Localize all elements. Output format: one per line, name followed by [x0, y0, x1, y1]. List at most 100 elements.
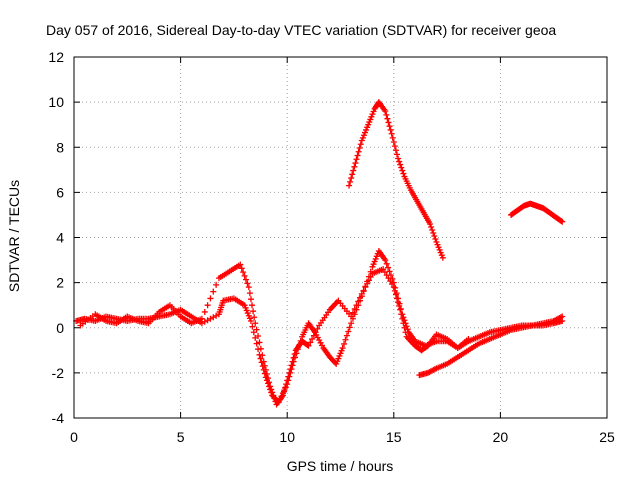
y-tick-label: 4 [56, 230, 64, 246]
data-point [241, 272, 248, 279]
data-point [240, 269, 247, 276]
data-point [262, 366, 269, 373]
data-point [305, 342, 312, 349]
data-point [399, 315, 406, 322]
x-tick-label: 10 [279, 429, 295, 445]
data-point [391, 143, 398, 150]
data-point [431, 232, 438, 239]
x-tick-label: 0 [70, 429, 78, 445]
data-point [307, 339, 314, 346]
data-point [387, 126, 394, 133]
data-point [238, 265, 245, 272]
data-point [398, 164, 405, 171]
data-point [245, 284, 252, 291]
chart-title: Day 057 of 2016, Sidereal Day-to-day VTE… [46, 22, 556, 38]
data-point [383, 111, 390, 118]
data-point [357, 294, 364, 301]
data-point [396, 302, 403, 309]
data-point [312, 329, 319, 336]
data-point [244, 280, 251, 287]
data-point [439, 254, 446, 261]
data-point [397, 161, 404, 168]
data-point [247, 296, 254, 303]
data-point [387, 278, 394, 285]
data-point [256, 339, 263, 346]
data-point [399, 167, 406, 174]
y-tick-label: -2 [52, 365, 65, 381]
data-point [261, 362, 268, 369]
data-point [348, 313, 355, 320]
data-point [270, 392, 277, 399]
data-point [353, 302, 360, 309]
data-point [249, 302, 256, 309]
axis-ticks: 0 5 10 15 20 25 -4 -2 0 2 4 6 8 10 12 [48, 49, 615, 445]
data-point [393, 295, 400, 302]
data-point [204, 302, 211, 309]
data-point [271, 395, 278, 402]
data-point [310, 332, 317, 339]
x-tick-label: 5 [177, 429, 185, 445]
data-point [384, 115, 391, 122]
data-point [251, 314, 258, 321]
data-point [389, 134, 396, 141]
data-point [358, 290, 365, 297]
data-point [253, 340, 260, 347]
data-point [389, 281, 396, 288]
data-point [362, 284, 369, 291]
data-point [390, 284, 397, 291]
data-point [400, 170, 407, 177]
data-series-3 [346, 99, 446, 261]
data-point [365, 277, 372, 284]
data-point [282, 384, 289, 391]
y-tick-label: 0 [56, 320, 64, 336]
data-point [353, 156, 360, 163]
data-point [402, 329, 409, 336]
data-point [382, 108, 389, 115]
data-point [393, 151, 400, 158]
data-point [281, 388, 288, 395]
data-point [395, 155, 402, 162]
data-point [391, 287, 398, 294]
data-point [257, 355, 264, 362]
data-point [346, 324, 353, 331]
data-point [253, 326, 260, 333]
data-point [198, 315, 205, 322]
y-tick-label: 12 [48, 49, 64, 65]
data-point [559, 313, 566, 320]
data-point [429, 226, 436, 233]
data-point [207, 295, 214, 302]
data-point [558, 217, 565, 224]
data-point [237, 261, 244, 268]
plot-frame [73, 56, 608, 419]
data-point [269, 389, 276, 396]
data-point [398, 311, 405, 318]
y-tick-label: 10 [48, 94, 64, 110]
data-point [349, 309, 356, 316]
data-point [360, 287, 367, 294]
data-marks [73, 99, 566, 408]
y-tick-label: 8 [56, 139, 64, 155]
data-point [287, 366, 294, 373]
data-point [432, 236, 439, 243]
data-point [382, 257, 389, 264]
data-point [250, 308, 257, 315]
data-point [265, 375, 272, 382]
data-point [290, 354, 297, 361]
data-point [357, 141, 364, 148]
data-point [350, 167, 357, 174]
data-point [213, 281, 220, 288]
data-point [430, 229, 437, 236]
y-axis-label: SDTVAR / TECUs [6, 180, 22, 292]
data-point [364, 280, 371, 287]
data-point [341, 340, 348, 347]
data-point [392, 147, 399, 154]
data-point [396, 158, 403, 165]
y-tick-label: 6 [56, 184, 64, 200]
data-point [427, 220, 434, 227]
x-tick-label: 20 [493, 429, 509, 445]
data-point [348, 175, 355, 182]
data-point [385, 275, 392, 282]
data-point [367, 273, 374, 280]
data-point [339, 345, 346, 352]
data-point [355, 298, 362, 305]
